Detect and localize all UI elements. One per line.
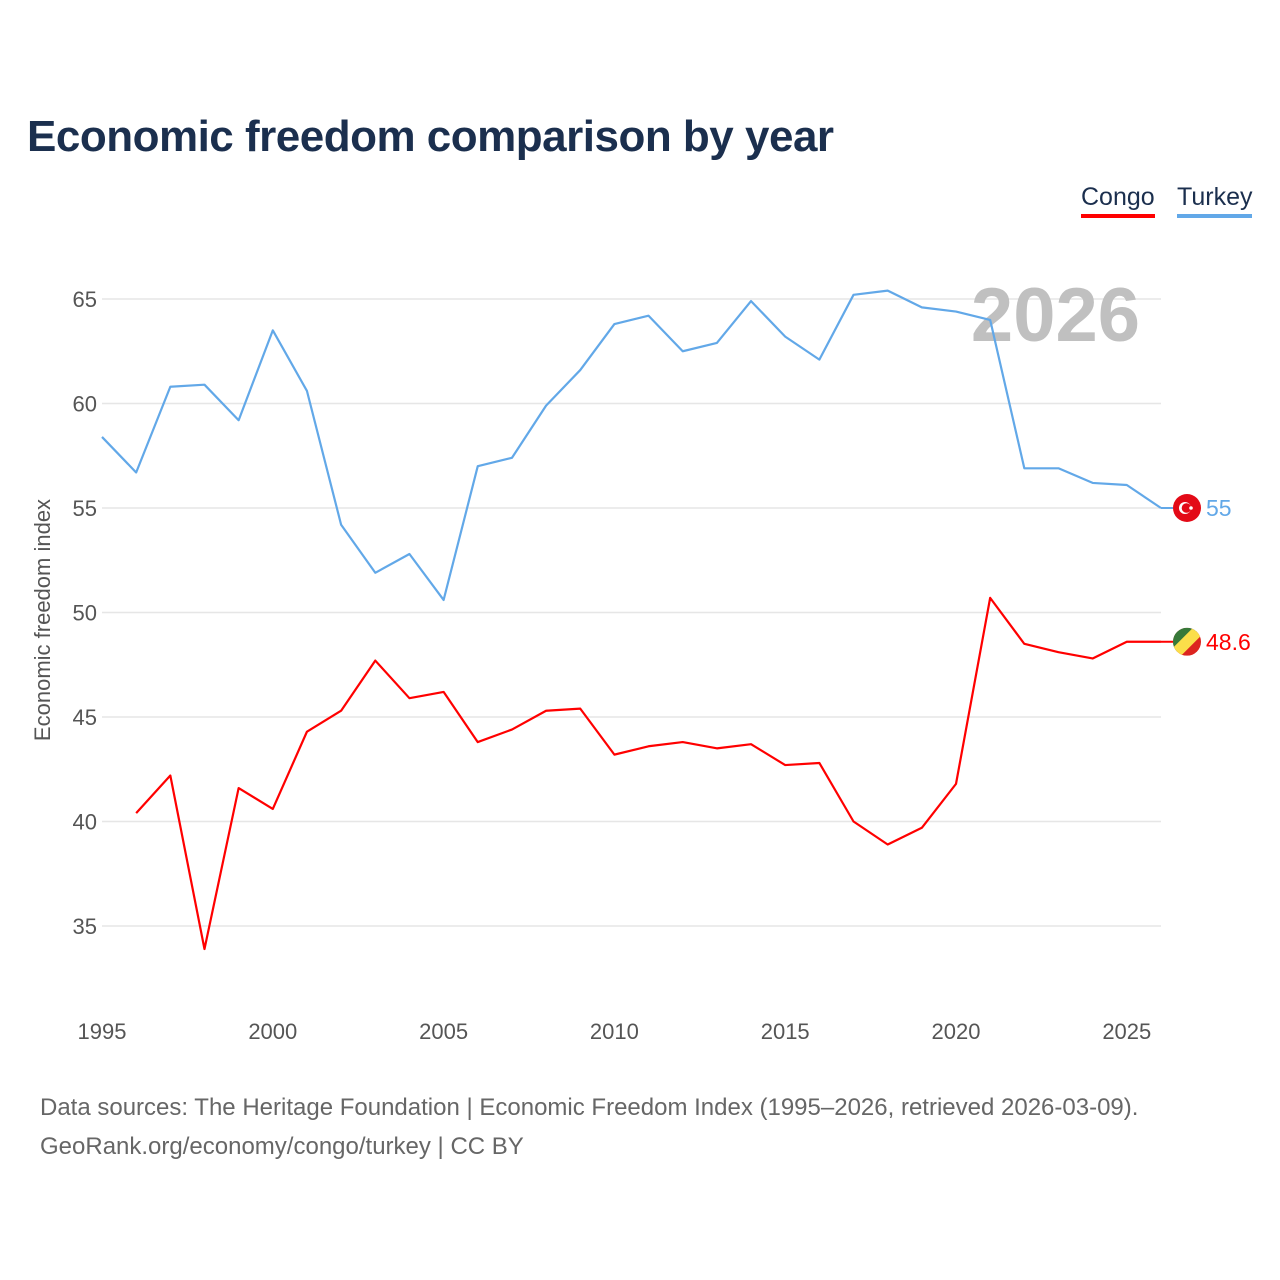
y-tick-label: 50 bbox=[73, 601, 97, 626]
end-value-label-congo: 48.6 bbox=[1206, 629, 1251, 655]
year-watermark: 2026 bbox=[971, 273, 1140, 358]
series-lines bbox=[98, 287, 1162, 953]
data-point[interactable] bbox=[1054, 464, 1062, 472]
data-point[interactable] bbox=[986, 316, 994, 324]
data-point[interactable] bbox=[405, 550, 413, 558]
data-point[interactable] bbox=[645, 742, 653, 750]
data-point[interactable] bbox=[747, 740, 755, 748]
data-point[interactable] bbox=[713, 339, 721, 347]
x-tick-label: 1995 bbox=[78, 1019, 127, 1044]
y-tick-label: 60 bbox=[73, 392, 97, 417]
y-tick-label: 35 bbox=[73, 914, 97, 939]
data-point[interactable] bbox=[132, 809, 140, 817]
data-point[interactable] bbox=[1054, 648, 1062, 656]
data-point[interactable] bbox=[952, 780, 960, 788]
data-point[interactable] bbox=[269, 805, 277, 813]
data-point[interactable] bbox=[405, 694, 413, 702]
data-point[interactable] bbox=[610, 320, 618, 328]
data-point[interactable] bbox=[918, 303, 926, 311]
data-point[interactable] bbox=[918, 824, 926, 832]
data-point[interactable] bbox=[98, 433, 106, 441]
data-point[interactable] bbox=[508, 454, 516, 462]
data-point[interactable] bbox=[815, 356, 823, 364]
data-point[interactable] bbox=[132, 468, 140, 476]
congo-flag-icon bbox=[1173, 627, 1201, 656]
end-value-label-turkey: 55 bbox=[1206, 495, 1232, 521]
data-point[interactable] bbox=[474, 738, 482, 746]
data-point[interactable] bbox=[679, 347, 687, 355]
data-point[interactable] bbox=[166, 383, 174, 391]
data-point[interactable] bbox=[713, 744, 721, 752]
source-link[interactable]: GeoRank.org/economy/congo/turkey | CC BY bbox=[40, 1133, 524, 1160]
data-point[interactable] bbox=[371, 569, 379, 577]
data-point[interactable] bbox=[747, 297, 755, 305]
footer: Data sources: The Heritage Foundation | … bbox=[40, 1088, 1138, 1166]
data-point[interactable] bbox=[1020, 640, 1028, 648]
data-point[interactable] bbox=[576, 366, 584, 374]
turkey-flag-icon bbox=[1173, 494, 1201, 522]
data-point[interactable] bbox=[1020, 464, 1028, 472]
gridlines bbox=[102, 298, 1161, 927]
legend-item-turkey[interactable]: Turkey bbox=[1177, 183, 1253, 218]
data-point[interactable] bbox=[303, 728, 311, 736]
data-point[interactable] bbox=[303, 387, 311, 395]
data-point[interactable] bbox=[815, 759, 823, 767]
data-point[interactable] bbox=[371, 657, 379, 665]
legend-item-congo[interactable]: Congo bbox=[1081, 183, 1155, 218]
data-point[interactable] bbox=[337, 521, 345, 529]
y-tick-label: 55 bbox=[73, 496, 97, 521]
x-tick-label: 2005 bbox=[419, 1019, 468, 1044]
series-end-markers: 48.6 55 bbox=[1160, 494, 1251, 656]
x-axis-ticks: 1995 2000 2005 2010 2015 2020 2025 bbox=[78, 1019, 1152, 1044]
data-point[interactable] bbox=[679, 738, 687, 746]
data-point[interactable] bbox=[269, 326, 277, 334]
data-point[interactable] bbox=[1089, 479, 1097, 487]
data-point[interactable] bbox=[781, 761, 789, 769]
data-point[interactable] bbox=[542, 707, 550, 715]
data-point[interactable] bbox=[884, 840, 892, 848]
data-point[interactable] bbox=[440, 688, 448, 696]
chart-title: Economic freedom comparison by year bbox=[27, 112, 834, 161]
data-point[interactable] bbox=[166, 772, 174, 780]
y-axis-label: Economic freedom index bbox=[30, 499, 55, 741]
x-tick-label: 2025 bbox=[1102, 1019, 1151, 1044]
data-point[interactable] bbox=[200, 945, 208, 953]
data-point[interactable] bbox=[986, 594, 994, 602]
x-tick-label: 2000 bbox=[248, 1019, 297, 1044]
data-source: Data sources: The Heritage Foundation | … bbox=[40, 1094, 1139, 1121]
data-point[interactable] bbox=[884, 287, 892, 295]
x-tick-label: 2015 bbox=[761, 1019, 810, 1044]
x-tick-label: 2020 bbox=[932, 1019, 981, 1044]
data-point[interactable] bbox=[576, 705, 584, 713]
y-axis-ticks: 35 40 45 50 55 60 65 bbox=[73, 287, 97, 939]
data-point[interactable] bbox=[1123, 481, 1131, 489]
data-point[interactable] bbox=[610, 751, 618, 759]
series-line-congo bbox=[135, 596, 1161, 951]
y-tick-label: 45 bbox=[73, 705, 97, 730]
data-point[interactable] bbox=[235, 416, 243, 424]
data-point[interactable] bbox=[200, 381, 208, 389]
series-line-turkey bbox=[101, 289, 1162, 602]
data-point[interactable] bbox=[235, 784, 243, 792]
y-tick-label: 65 bbox=[73, 287, 97, 312]
data-point[interactable] bbox=[850, 818, 858, 826]
data-point[interactable] bbox=[781, 333, 789, 341]
data-point[interactable] bbox=[440, 596, 448, 604]
data-point[interactable] bbox=[1089, 654, 1097, 662]
data-point[interactable] bbox=[645, 312, 653, 320]
data-point[interactable] bbox=[337, 707, 345, 715]
data-point[interactable] bbox=[474, 462, 482, 470]
data-point[interactable] bbox=[850, 291, 858, 299]
x-tick-label: 2010 bbox=[590, 1019, 639, 1044]
y-tick-label: 40 bbox=[73, 810, 97, 835]
data-point[interactable] bbox=[1123, 638, 1131, 646]
data-point[interactable] bbox=[952, 308, 960, 316]
data-point[interactable] bbox=[508, 726, 516, 734]
data-point[interactable] bbox=[542, 402, 550, 410]
